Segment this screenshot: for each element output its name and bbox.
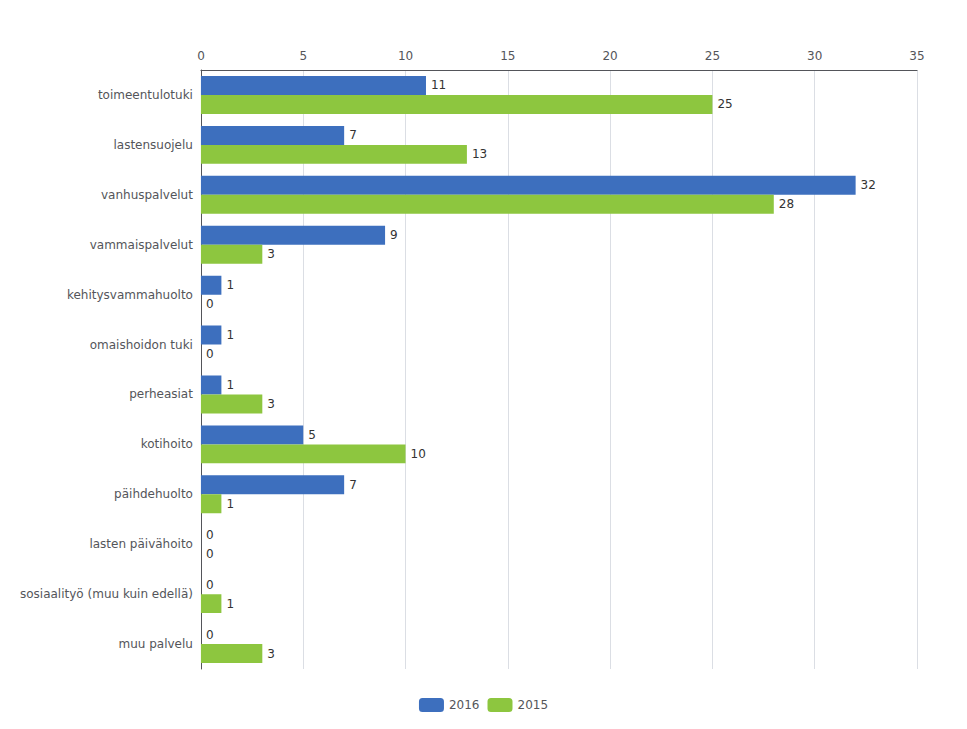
- svg-text:0: 0: [206, 297, 214, 311]
- svg-text:3: 3: [267, 397, 275, 411]
- svg-text:0: 0: [206, 528, 214, 542]
- svg-text:10: 10: [411, 447, 426, 461]
- svg-text:11: 11: [431, 78, 446, 92]
- svg-text:32: 32: [861, 178, 876, 192]
- svg-text:1: 1: [226, 328, 234, 342]
- svg-text:15: 15: [500, 49, 515, 63]
- svg-text:0: 0: [197, 49, 205, 63]
- svg-text:5: 5: [299, 49, 307, 63]
- svg-text:1: 1: [226, 597, 234, 611]
- svg-text:10: 10: [398, 49, 413, 63]
- svg-text:3: 3: [267, 247, 275, 261]
- svg-text:2016: 2016: [449, 698, 480, 712]
- svg-text:25: 25: [705, 49, 720, 63]
- svg-text:7: 7: [349, 478, 357, 492]
- svg-text:1: 1: [226, 278, 234, 292]
- svg-text:35: 35: [909, 49, 924, 63]
- svg-text:1: 1: [226, 497, 234, 511]
- svg-text:9: 9: [390, 228, 398, 242]
- svg-text:muu palvelu: muu palvelu: [118, 637, 192, 651]
- svg-text:toimeentulotuki: toimeentulotuki: [98, 88, 193, 102]
- svg-text:0: 0: [206, 347, 214, 361]
- svg-text:20: 20: [602, 49, 617, 63]
- svg-text:13: 13: [472, 147, 487, 161]
- svg-text:0: 0: [206, 547, 214, 561]
- svg-text:0: 0: [206, 628, 214, 642]
- svg-text:5: 5: [308, 428, 316, 442]
- svg-text:1: 1: [226, 378, 234, 392]
- svg-text:omaishoidon tuki: omaishoidon tuki: [90, 338, 193, 352]
- svg-text:kehitysvammahuolto: kehitysvammahuolto: [67, 288, 193, 302]
- svg-text:0: 0: [206, 578, 214, 592]
- svg-text:lastensuojelu: lastensuojelu: [113, 138, 193, 152]
- svg-text:3: 3: [267, 647, 275, 661]
- svg-text:perheasiat: perheasiat: [129, 387, 193, 401]
- svg-text:30: 30: [807, 49, 822, 63]
- svg-text:sosiaalityö (muu kuin edellä): sosiaalityö (muu kuin edellä): [20, 587, 193, 601]
- svg-text:kotihoito: kotihoito: [141, 437, 193, 451]
- svg-text:vanhuspalvelut: vanhuspalvelut: [101, 188, 193, 202]
- svg-text:7: 7: [349, 128, 357, 142]
- svg-text:vammaispalvelut: vammaispalvelut: [90, 238, 194, 252]
- svg-text:lasten päivähoito: lasten päivähoito: [89, 537, 193, 551]
- svg-text:28: 28: [779, 197, 794, 211]
- svg-text:päihdehuolto: päihdehuolto: [114, 487, 193, 501]
- svg-text:2015: 2015: [518, 698, 549, 712]
- svg-text:25: 25: [717, 97, 732, 111]
